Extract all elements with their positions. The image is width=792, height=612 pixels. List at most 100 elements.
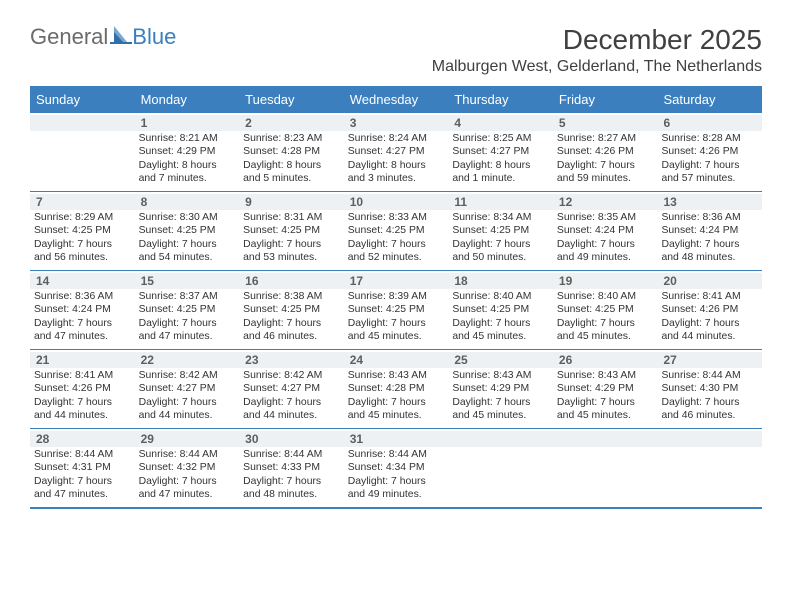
- calendar-cell: 19Sunrise: 8:40 AMSunset: 4:25 PMDayligh…: [553, 271, 658, 349]
- daylight-line: Daylight: 7 hours and 44 minutes.: [34, 396, 131, 423]
- sunset-line: Sunset: 4:24 PM: [34, 303, 131, 316]
- daylight-line: Daylight: 7 hours and 44 minutes.: [661, 317, 758, 344]
- calendar-cell: 2Sunrise: 8:23 AMSunset: 4:28 PMDaylight…: [239, 113, 344, 191]
- calendar-week: 28Sunrise: 8:44 AMSunset: 4:31 PMDayligh…: [30, 428, 762, 507]
- cell-body: Sunrise: 8:44 AMSunset: 4:32 PMDaylight:…: [139, 448, 236, 501]
- day-number: 26: [555, 353, 572, 367]
- sunrise-line: Sunrise: 8:40 AM: [557, 290, 654, 303]
- cell-body: Sunrise: 8:43 AMSunset: 4:28 PMDaylight:…: [348, 369, 445, 422]
- header: General Blue December 2025 Malburgen Wes…: [30, 24, 762, 76]
- day-number: 17: [346, 274, 363, 288]
- day-number-band: 7: [30, 194, 135, 210]
- calendar-cell: 20Sunrise: 8:41 AMSunset: 4:26 PMDayligh…: [657, 271, 762, 349]
- cell-body: Sunrise: 8:24 AMSunset: 4:27 PMDaylight:…: [348, 132, 445, 185]
- daylight-line: Daylight: 7 hours and 47 minutes.: [34, 475, 131, 502]
- daylight-line: Daylight: 7 hours and 45 minutes.: [452, 396, 549, 423]
- calendar-cell: 4Sunrise: 8:25 AMSunset: 4:27 PMDaylight…: [448, 113, 553, 191]
- cell-body: Sunrise: 8:40 AMSunset: 4:25 PMDaylight:…: [557, 290, 654, 343]
- cell-body: Sunrise: 8:44 AMSunset: 4:34 PMDaylight:…: [348, 448, 445, 501]
- sunrise-line: Sunrise: 8:36 AM: [34, 290, 131, 303]
- sunset-line: Sunset: 4:25 PM: [452, 303, 549, 316]
- sunrise-line: Sunrise: 8:43 AM: [348, 369, 445, 382]
- sunrise-line: Sunrise: 8:24 AM: [348, 132, 445, 145]
- day-number-band: 17: [344, 273, 449, 289]
- sunrise-line: Sunrise: 8:28 AM: [661, 132, 758, 145]
- cell-body: Sunrise: 8:40 AMSunset: 4:25 PMDaylight:…: [452, 290, 549, 343]
- daylight-line: Daylight: 7 hours and 46 minutes.: [661, 396, 758, 423]
- daylight-line: Daylight: 7 hours and 44 minutes.: [243, 396, 340, 423]
- day-number: 23: [241, 353, 258, 367]
- sunrise-line: Sunrise: 8:43 AM: [452, 369, 549, 382]
- daylight-line: Daylight: 7 hours and 48 minutes.: [661, 238, 758, 265]
- day-number: 20: [659, 274, 676, 288]
- sunset-line: Sunset: 4:27 PM: [139, 382, 236, 395]
- dayname-tue: Tuesday: [239, 88, 344, 112]
- cell-body: Sunrise: 8:38 AMSunset: 4:25 PMDaylight:…: [243, 290, 340, 343]
- sunset-line: Sunset: 4:26 PM: [34, 382, 131, 395]
- sunrise-line: Sunrise: 8:43 AM: [557, 369, 654, 382]
- sunset-line: Sunset: 4:29 PM: [452, 382, 549, 395]
- cell-body: Sunrise: 8:44 AMSunset: 4:30 PMDaylight:…: [661, 369, 758, 422]
- dayname-wed: Wednesday: [344, 88, 449, 112]
- cell-body: Sunrise: 8:41 AMSunset: 4:26 PMDaylight:…: [34, 369, 131, 422]
- calendar-week: 14Sunrise: 8:36 AMSunset: 4:24 PMDayligh…: [30, 270, 762, 349]
- day-number: 3: [346, 116, 357, 130]
- calendar-body: 1Sunrise: 8:21 AMSunset: 4:29 PMDaylight…: [30, 112, 762, 507]
- sunset-line: Sunset: 4:28 PM: [348, 382, 445, 395]
- day-number: 21: [32, 353, 49, 367]
- day-number: 9: [241, 195, 252, 209]
- calendar-cell: [448, 429, 553, 507]
- calendar-page: General Blue December 2025 Malburgen Wes…: [0, 0, 792, 519]
- sunrise-line: Sunrise: 8:30 AM: [139, 211, 236, 224]
- brand-logo: General Blue: [30, 24, 176, 50]
- sunrise-line: Sunrise: 8:36 AM: [661, 211, 758, 224]
- daylight-line: Daylight: 8 hours and 1 minute.: [452, 159, 549, 186]
- day-number: 15: [137, 274, 154, 288]
- day-number-band: 5: [553, 115, 658, 131]
- calendar-cell: 21 Sunrise: 8:41 AMSunset: 4:26 PMDayligh…: [30, 350, 135, 428]
- cell-body: Sunrise: 8:35 AMSunset: 4:24 PMDaylight:…: [557, 211, 654, 264]
- daylight-line: Daylight: 7 hours and 46 minutes.: [243, 317, 340, 344]
- day-number-band: 25: [448, 352, 553, 368]
- sunset-line: Sunset: 4:30 PM: [661, 382, 758, 395]
- sunset-line: Sunset: 4:28 PM: [243, 145, 340, 158]
- calendar-cell: 1Sunrise: 8:21 AMSunset: 4:29 PMDaylight…: [135, 113, 240, 191]
- calendar-cell: 12Sunrise: 8:35 AMSunset: 4:24 PMDayligh…: [553, 192, 658, 270]
- dayname-sat: Saturday: [657, 88, 762, 112]
- cell-body: Sunrise: 8:25 AMSunset: 4:27 PMDaylight:…: [452, 132, 549, 185]
- sunrise-line: Sunrise: 8:44 AM: [348, 448, 445, 461]
- sunrise-line: Sunrise: 8:44 AM: [243, 448, 340, 461]
- day-number-band: 18: [448, 273, 553, 289]
- day-number-band: 8: [135, 194, 240, 210]
- day-number-band: 22: [135, 352, 240, 368]
- calendar-cell: [553, 429, 658, 507]
- calendar-cell: 27 Sunrise: 8:44 AMSunset: 4:30 PMDayligh…: [657, 350, 762, 428]
- day-number: 18: [450, 274, 467, 288]
- cell-body: Sunrise: 8:43 AMSunset: 4:29 PMDaylight:…: [452, 369, 549, 422]
- calendar-week: 21 Sunrise: 8:41 AMSunset: 4:26 PMDayligh…: [30, 349, 762, 428]
- day-number: [659, 432, 666, 446]
- cell-body: Sunrise: 8:31 AMSunset: 4:25 PMDaylight:…: [243, 211, 340, 264]
- day-number-band: 11: [448, 194, 553, 210]
- brand-text-2: Blue: [132, 24, 176, 50]
- calendar-cell: 13Sunrise: 8:36 AMSunset: 4:24 PMDayligh…: [657, 192, 762, 270]
- sunrise-line: Sunrise: 8:35 AM: [557, 211, 654, 224]
- day-number: 27: [659, 353, 676, 367]
- daylight-line: Daylight: 7 hours and 47 minutes.: [139, 475, 236, 502]
- calendar-cell: 17Sunrise: 8:39 AMSunset: 4:25 PMDayligh…: [344, 271, 449, 349]
- sunrise-line: Sunrise: 8:34 AM: [452, 211, 549, 224]
- sunrise-line: Sunrise: 8:38 AM: [243, 290, 340, 303]
- calendar-cell: 25 Sunrise: 8:43 AMSunset: 4:29 PMDayligh…: [448, 350, 553, 428]
- sunrise-line: Sunrise: 8:29 AM: [34, 211, 131, 224]
- sunset-line: Sunset: 4:25 PM: [557, 303, 654, 316]
- day-number: 2: [241, 116, 252, 130]
- day-number: 25: [450, 353, 467, 367]
- day-number: [450, 432, 457, 446]
- daylight-line: Daylight: 8 hours and 5 minutes.: [243, 159, 340, 186]
- daylight-line: Daylight: 7 hours and 49 minutes.: [348, 475, 445, 502]
- sunrise-line: Sunrise: 8:25 AM: [452, 132, 549, 145]
- sunrise-line: Sunrise: 8:41 AM: [661, 290, 758, 303]
- daylight-line: Daylight: 7 hours and 59 minutes.: [557, 159, 654, 186]
- sunset-line: Sunset: 4:29 PM: [557, 382, 654, 395]
- daylight-line: Daylight: 7 hours and 57 minutes.: [661, 159, 758, 186]
